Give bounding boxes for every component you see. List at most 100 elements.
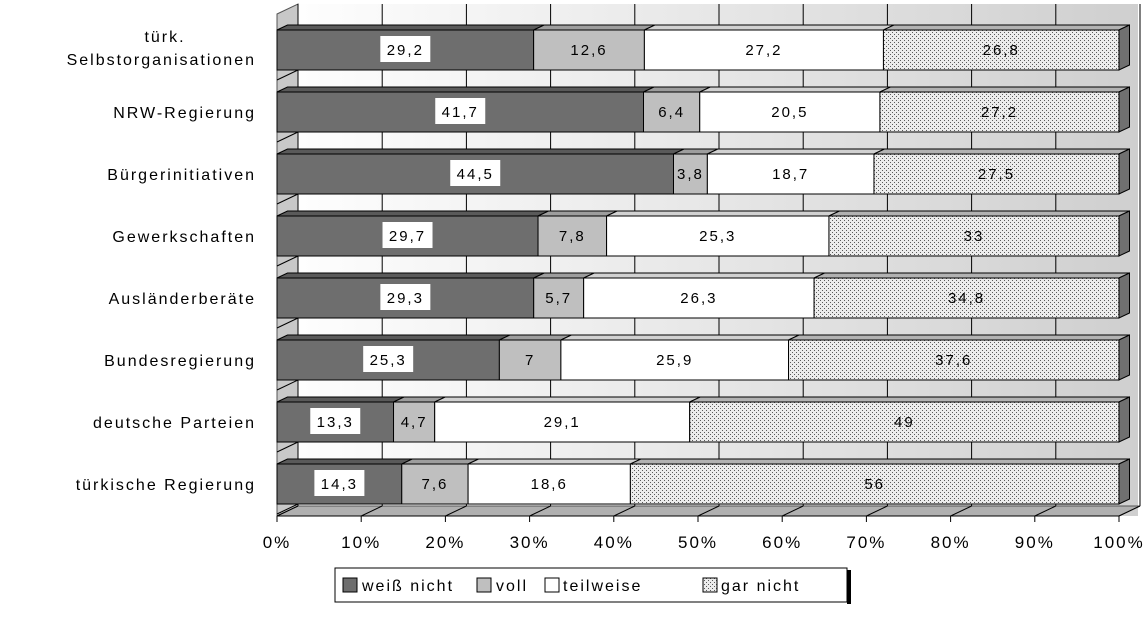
value-label: 12,6 [570, 42, 607, 59]
bar-segment-top [276, 148, 685, 155]
bar-segment-top [606, 210, 840, 217]
bar-segment-top [788, 334, 1130, 341]
bar-segment-top [630, 458, 1130, 465]
bar-row: 29,3 5,7 26,3 34,8 [276, 272, 1130, 319]
bar-segment [882, 29, 1120, 71]
legend-label-teilweise: teilweise [563, 578, 642, 595]
bar-segment-top [401, 458, 479, 465]
legend-swatch-teilweise [544, 577, 560, 593]
x-tick-label: 90% [1015, 533, 1055, 552]
bar-segment-top [276, 24, 545, 31]
value-label: 26,8 [983, 42, 1020, 59]
legend-label-gar-nicht: gar nicht [721, 578, 800, 595]
row-separator [276, 441, 299, 453]
value-label: 29,2 [387, 42, 424, 59]
category-label: NRW-Regierung [113, 105, 256, 122]
value-label: 7 [525, 352, 535, 369]
bar-segment [401, 463, 469, 505]
category-label: Bürgerinitiativen [107, 167, 256, 184]
bar-end-face [1118, 334, 1130, 381]
row-separator [276, 317, 299, 329]
value-label: 6,4 [658, 104, 685, 121]
bar-segment [706, 153, 875, 195]
category-label: Ausländerberäte [109, 291, 256, 308]
bar-segment [537, 215, 608, 257]
bar-segment-top [537, 210, 618, 217]
bar-segment [533, 277, 585, 319]
value-label: 3,8 [677, 166, 704, 183]
grid-line-floor [360, 505, 383, 517]
value-label: 29,3 [387, 290, 424, 307]
legend-label-weiss-nicht: weiß nicht [361, 578, 454, 595]
legend-swatch-voll [476, 577, 492, 593]
value-label: 37,6 [935, 352, 972, 369]
x-tick-label: 30% [510, 533, 550, 552]
bar-segment [393, 401, 436, 443]
bar-segment-top [276, 334, 511, 341]
legend-frame [334, 567, 848, 603]
value-label: 56 [864, 476, 885, 493]
value-label-bg [314, 470, 365, 496]
bar-segment-top [276, 210, 549, 217]
value-label-bg [380, 36, 431, 62]
bar-segment [828, 215, 1120, 257]
x-axis-tick-labels: 0% 10% 20% 30% 40% 50% 60% 70% 80% 90% 100% [263, 533, 1144, 552]
value-label: 29,7 [389, 228, 426, 245]
bar-end-face [1118, 396, 1130, 443]
legend: weiß nicht voll teilweise gar nicht [334, 567, 851, 604]
grid-line-floor [276, 505, 299, 517]
bars: 29,2 12,6 27,2 26,8 41,7 6,4 20,5 27,2 44,5 3,8 18… [276, 24, 1130, 505]
bar-end-face [1118, 210, 1130, 257]
x-tick-label: 10% [341, 533, 381, 552]
x-tick-label: 50% [678, 533, 718, 552]
value-label: 44,5 [457, 166, 494, 183]
row-separator [276, 193, 299, 205]
bar-segment [788, 339, 1120, 381]
value-label: 25,9 [656, 352, 693, 369]
category-label: Gewerkschaften [112, 229, 256, 246]
bar-segment [629, 463, 1120, 505]
grid-line-floor [697, 505, 720, 517]
value-label: 7,8 [559, 228, 586, 245]
value-label-bg [450, 160, 501, 186]
grid-line-floor [866, 505, 888, 517]
bar-segment [873, 153, 1120, 195]
x-tick-label: 0% [263, 533, 292, 552]
bar-segment-top [276, 86, 655, 93]
value-label: 27,2 [745, 42, 782, 59]
row-separator [276, 69, 299, 81]
value-label: 25,3 [699, 228, 736, 245]
value-label: 34,8 [948, 290, 985, 307]
category-label: türk. [144, 29, 185, 46]
value-label: 5,7 [545, 290, 572, 307]
bar-segment-top [883, 24, 1130, 31]
bar-end-face [1118, 148, 1130, 195]
bar-row: 25,3 7 25,9 37,6 [276, 334, 1130, 381]
bar-segment-top [644, 24, 895, 31]
bar-segment [699, 91, 881, 133]
x-tick-label: 40% [594, 533, 634, 552]
bar-end-face [1118, 86, 1130, 133]
grid-line-floor [445, 505, 467, 517]
bar-segment [672, 153, 708, 195]
legend-swatch-gar-nicht [702, 577, 718, 593]
bar-segment [689, 401, 1120, 443]
grid-line-floor [950, 505, 972, 517]
bar-segment [434, 401, 691, 443]
x-tick-label: 80% [931, 533, 971, 552]
value-label: 49 [894, 414, 915, 431]
bar-segment [560, 339, 790, 381]
value-label-bg [363, 346, 414, 372]
bar-segment-top [583, 272, 825, 279]
bar-row: 41,7 6,4 20,5 27,2 [276, 86, 1130, 133]
value-label-bg [382, 222, 433, 248]
bar-segment-top [699, 86, 891, 93]
x-tick-label: 100% [1093, 533, 1144, 552]
value-label-bg [380, 284, 431, 310]
bar-segment [606, 215, 830, 257]
value-label: 27,2 [981, 104, 1018, 121]
category-label: Bundesregierung [104, 353, 256, 370]
bar-segment [879, 91, 1120, 133]
value-label: 14,3 [321, 476, 358, 493]
value-label: 20,5 [771, 104, 808, 121]
